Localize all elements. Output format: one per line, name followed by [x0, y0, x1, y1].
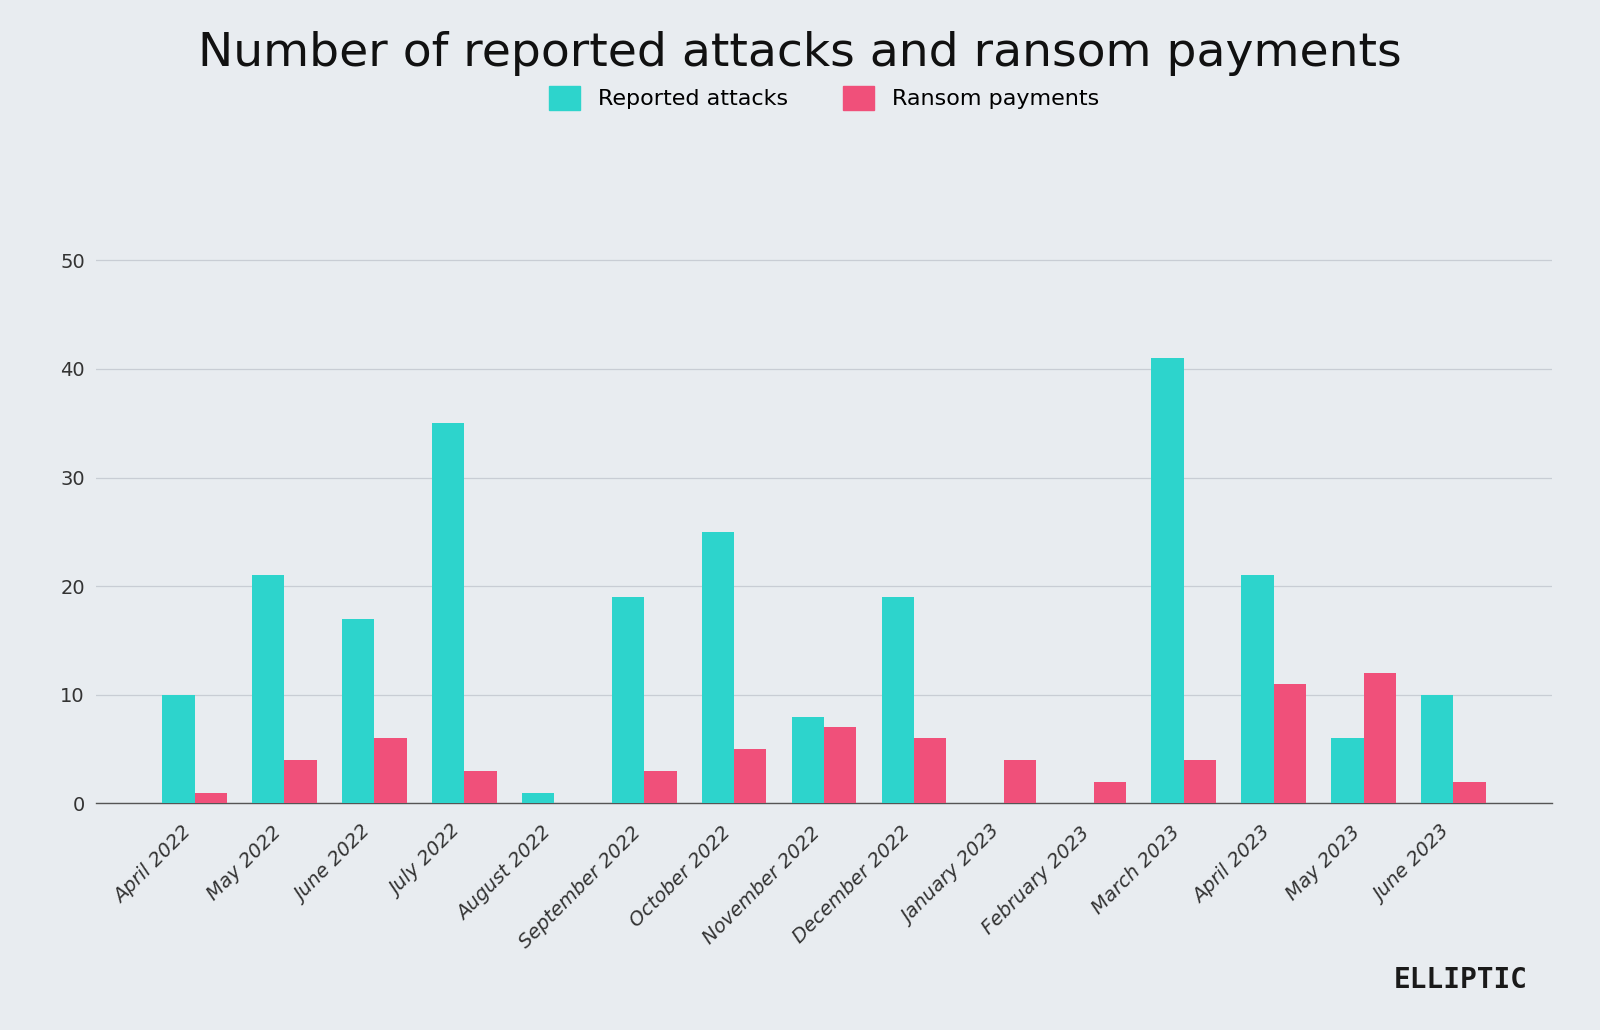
Bar [1363, 673, 1395, 803]
Bar [195, 792, 227, 803]
Legend: Reported attacks, Ransom payments: Reported attacks, Ransom payments [549, 85, 1099, 110]
Bar [792, 717, 824, 803]
Bar [1242, 576, 1274, 803]
Bar [1094, 782, 1126, 803]
Bar [342, 619, 374, 803]
Bar [611, 597, 645, 803]
Text: Number of reported attacks and ransom payments: Number of reported attacks and ransom pa… [198, 31, 1402, 76]
Bar [1184, 760, 1216, 803]
Bar [1003, 760, 1037, 803]
Bar [734, 749, 766, 803]
Bar [1331, 739, 1363, 803]
Bar [432, 423, 464, 803]
Bar [1453, 782, 1486, 803]
Bar [1421, 695, 1453, 803]
Bar [1274, 684, 1306, 803]
Bar [914, 739, 946, 803]
Text: ELLIPTIC: ELLIPTIC [1394, 966, 1528, 994]
Bar [882, 597, 914, 803]
Bar [1152, 358, 1184, 803]
Bar [253, 576, 285, 803]
Bar [702, 531, 734, 803]
Bar [645, 770, 677, 803]
Bar [522, 792, 554, 803]
Bar [162, 695, 195, 803]
Bar [824, 727, 856, 803]
Bar [285, 760, 317, 803]
Bar [374, 739, 406, 803]
Bar [464, 770, 496, 803]
